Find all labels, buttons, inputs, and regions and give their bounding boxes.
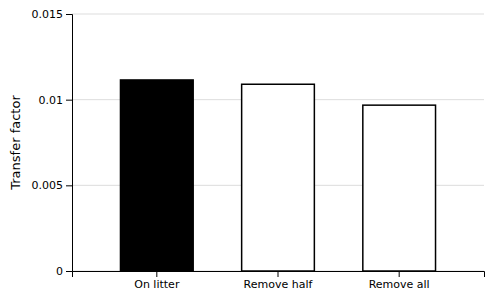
x-tick-mark [399,271,400,277]
x-axis-line [73,272,485,278]
x-tick: Remove half [244,271,314,291]
chart: On litter Remove half Remove all 0 0.005 0.01… [0,0,500,305]
y-tick-mark [66,271,72,272]
x-tick-mark [156,271,157,277]
x-axis: On litter Remove half Remove all [73,271,485,291]
bar [242,84,315,271]
y-tick: 0.01 [39,94,73,107]
y-tick: 0.015 [32,8,73,21]
y-axis: 0 0.005 0.01 0.015 [32,8,73,278]
x-tick-label: Remove half [244,278,314,291]
y-axis-line [66,15,73,272]
y-tick: 0.005 [32,179,73,192]
y-tick-mark [66,185,72,186]
y-tick-label: 0.005 [32,179,64,192]
x-tick: Remove all [369,271,430,291]
y-axis-title: Transfer factor [8,95,23,191]
plot: On litter Remove half Remove all 0 0.005 0.01… [32,8,485,291]
y-tick-label: 0 [56,265,63,278]
y-tick-mark [66,14,72,15]
y-tick-label: 0.015 [32,8,64,21]
x-tick-label: On litter [134,278,180,291]
x-tick: On litter [134,271,180,291]
x-tick-mark [278,271,279,277]
bars [120,80,435,271]
y-tick-label: 0.01 [39,94,64,107]
y-tick: 0 [56,265,72,278]
grid [72,14,484,271]
x-tick-label: Remove all [369,278,430,291]
grid-line [72,14,484,15]
y-tick-mark [66,100,72,101]
bar [363,105,436,271]
bar [120,80,193,271]
